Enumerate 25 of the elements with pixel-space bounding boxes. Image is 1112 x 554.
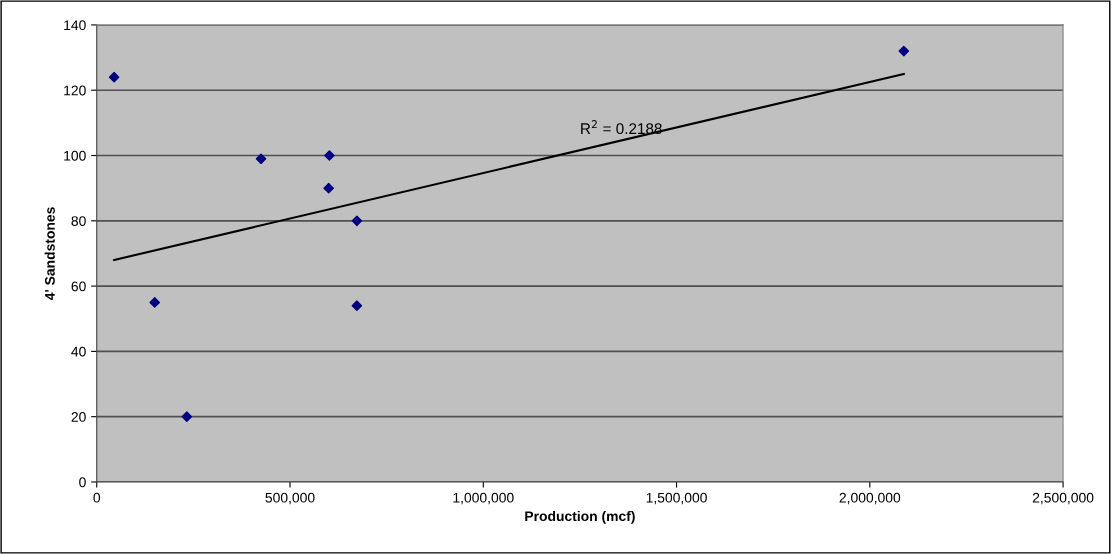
point [898, 45, 910, 57]
y-tick-label: 20 [71, 412, 86, 422]
y-tick-label: 0 [79, 477, 86, 488]
y-tick-label: 80 [71, 216, 86, 226]
point [351, 300, 363, 311]
x-tick-label: 1,000,000 [453, 492, 514, 505]
point [351, 215, 363, 227]
x-tick-label: 1,500,000 [646, 492, 707, 505]
point [255, 153, 267, 165]
x-axis-title: Production (mcf) [525, 510, 635, 524]
x-tick-label: 0 [93, 492, 101, 503]
y-tick-label: 120 [64, 85, 86, 96]
y-tick-label: 60 [71, 281, 86, 292]
point [324, 150, 335, 161]
x-tick-label: 2,000,000 [839, 492, 901, 505]
y-axis-title: 4' Sandstones [44, 207, 55, 301]
x-tick-label: 500,000 [265, 492, 315, 505]
point [149, 297, 161, 308]
y-tick-label: 140 [64, 20, 86, 31]
y-tick-label: 40 [71, 346, 86, 357]
point [108, 71, 120, 83]
point [323, 182, 334, 194]
y-tick-label: 100 [64, 150, 86, 161]
point [181, 411, 193, 422]
x-tick-label: 2,500,000 [1032, 492, 1094, 505]
